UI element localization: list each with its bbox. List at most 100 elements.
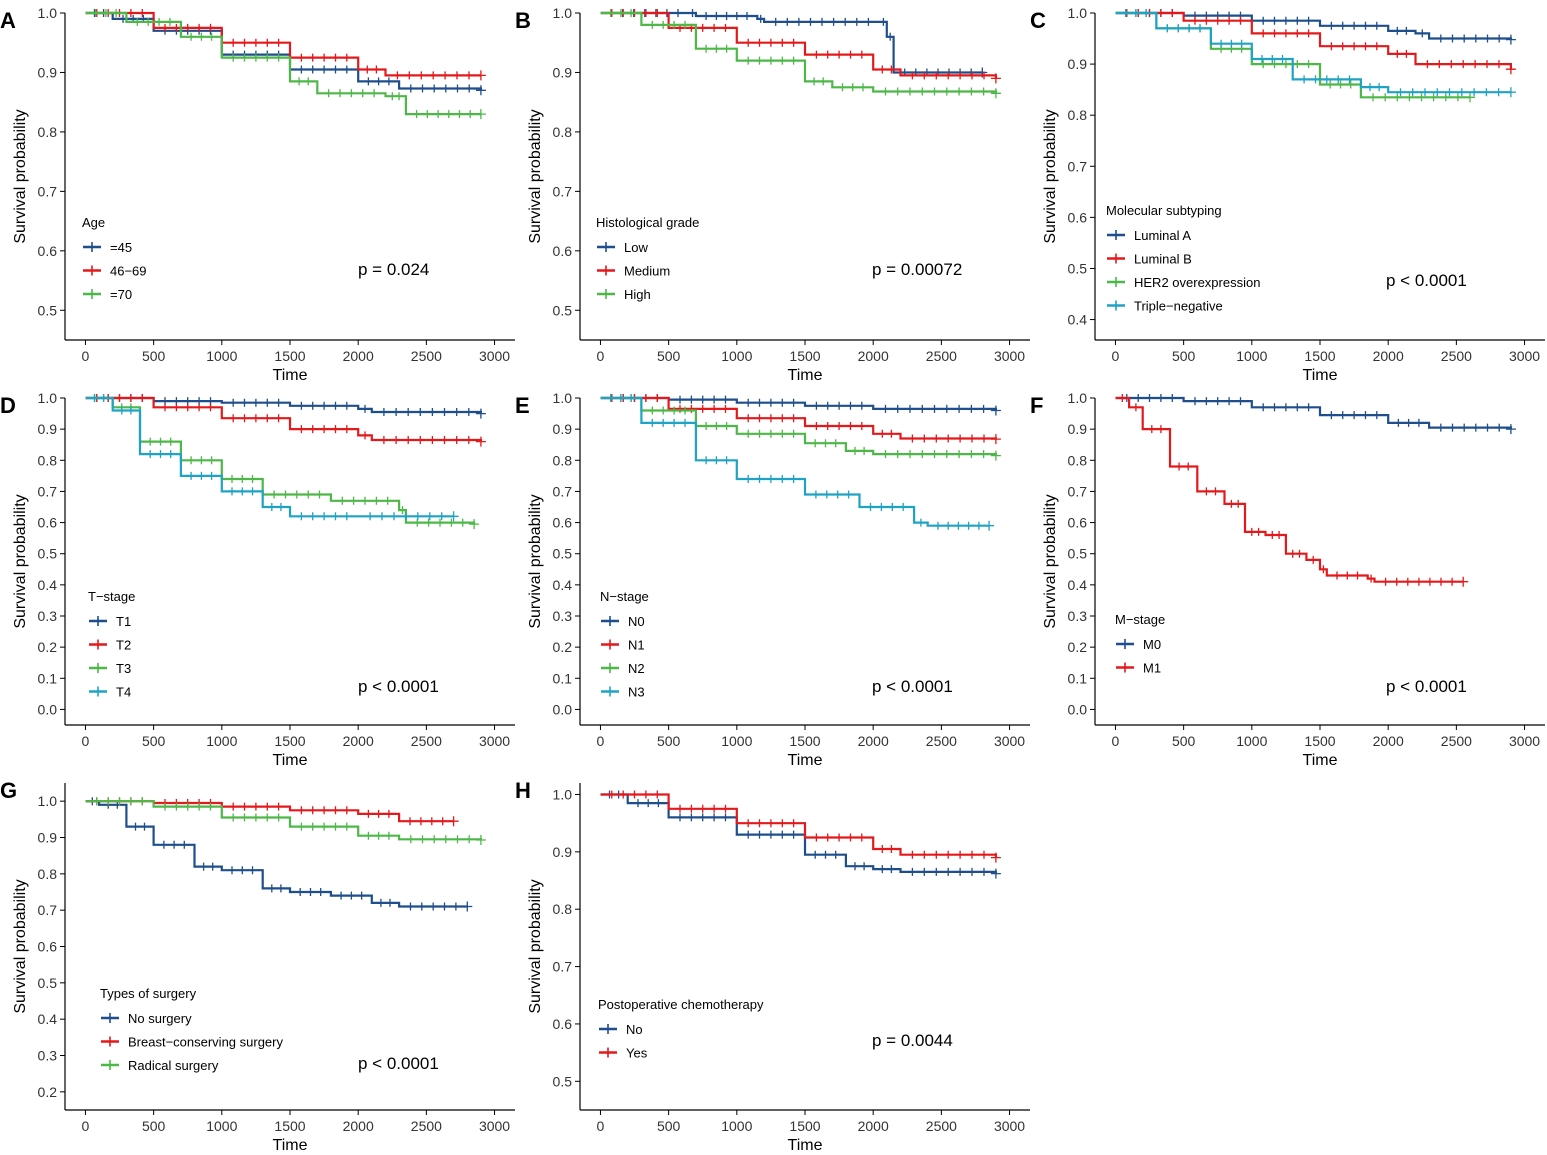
legend: Molecular subtyping Luminal A Luminal B HER… [1106,203,1260,314]
y-tick-label: 0.7 [1068,158,1088,174]
y-axis-title: Survival probability [12,109,29,243]
y-tick-label: 1.0 [38,793,58,809]
panel-h: 0.5 0.6 0.7 0.8 0.9 1.0 0 500 1000 1500 2000 2500 30… [515,778,1030,1154]
survival-curve-3 [1115,11,1470,99]
x-axis-title: Time [788,367,823,384]
censor-marks-3 [95,9,486,120]
survival-curve-3 [600,11,997,94]
survival-curve-3 [85,396,476,525]
legend-title: Molecular subtyping [1106,203,1222,218]
y-tick-label: 1.0 [1068,5,1088,21]
x-axis-title: Time [1303,752,1338,769]
x-tick-label: 1500 [274,733,305,749]
y-tick-label: 0.8 [38,866,58,882]
y-tick-label: 0.2 [553,639,573,655]
legend-item-label: Yes [626,1046,648,1061]
y-tick-label: 0.9 [1068,56,1088,72]
legend-item-label: =70 [110,287,132,302]
x-tick-label: 1500 [789,348,820,364]
y-tick-label: 0.9 [553,844,573,860]
y-tick-label: 0.9 [1068,421,1088,437]
panel-letter: B [515,8,531,33]
x-tick-label: 1000 [206,1118,237,1134]
y-tick-label: 0.3 [38,1048,58,1064]
legend: T−stage T1 T2 T3 T4 [88,589,135,700]
x-tick-label: 500 [142,733,166,749]
y-tick-label: 0.0 [38,701,58,717]
legend-item-label: No [626,1022,643,1037]
legend-item-label: N2 [628,661,645,676]
survival-curve-2 [85,11,481,77]
censor-marks-3 [96,797,486,845]
y-tick-label: 0.7 [38,183,58,199]
y-tick-label: 0.1 [553,670,573,686]
y-tick-label: 0.5 [38,546,58,562]
y-tick-label: 0.7 [553,183,573,199]
survival-curve-1 [1115,11,1512,40]
legend-item-label: Low [624,240,648,255]
survival-curve-1 [600,396,997,411]
y-axis-title: Survival probability [12,879,29,1013]
x-tick-label: 0 [1112,733,1120,749]
x-tick-label: 2000 [343,348,374,364]
y-tick-label: 0.3 [553,608,573,624]
x-tick-label: 2000 [858,1118,889,1134]
x-tick-label: 1500 [1304,733,1335,749]
y-tick-label: 0.7 [38,902,58,918]
x-tick-label: 3000 [1509,348,1540,364]
survival-curve-4 [1115,11,1511,94]
censor-marks-1 [91,797,473,912]
x-tick-label: 2000 [1373,733,1404,749]
y-tick-label: 0.4 [553,577,573,593]
y-axis-title: Survival probability [527,109,544,243]
y-tick-label: 1.0 [1068,390,1088,406]
x-tick-label: 1000 [1236,733,1267,749]
legend-item-label: No surgery [128,1011,192,1026]
y-tick-label: 0.7 [553,483,573,499]
y-tick-label: 0.6 [38,939,58,955]
p-value-annotation: p = 0.024 [358,260,429,279]
x-axis-title: Time [788,752,823,769]
x-tick-label: 0 [597,1118,605,1134]
legend-title: Types of surgery [100,986,197,1001]
x-tick-label: 1500 [274,1118,305,1134]
x-axis-title: Time [1303,367,1338,384]
y-tick-label: 0.5 [1068,546,1088,562]
survival-curve-2 [1115,396,1464,583]
survival-curve-2 [600,396,997,440]
panel-letter: D [0,393,16,418]
y-tick-label: 0.6 [1068,515,1088,531]
panel-d: 0.0 0.1 0.2 0.3 0.4 0.5 0.6 0.7 0.8 0.9 1.0 0 500 100… [0,390,515,769]
x-tick-label: 3000 [1509,733,1540,749]
x-tick-label: 0 [82,733,90,749]
p-value-annotation: p < 0.0001 [358,677,439,696]
legend-title: Age [82,215,105,230]
censor-marks-4 [93,394,459,522]
x-tick-label: 3000 [479,1118,510,1134]
x-axis-title: Time [273,752,308,769]
legend: Histological grade Low Medium High [596,215,699,302]
survival-curve-2 [600,11,997,79]
x-tick-label: 2000 [343,733,374,749]
y-tick-label: 0.5 [553,302,573,318]
legend-title: T−stage [88,589,135,604]
survival-curve-1 [1115,396,1512,430]
p-value-annotation: p < 0.0001 [1386,271,1467,290]
survival-curve-1 [85,396,482,414]
x-tick-label: 1000 [721,1118,752,1134]
legend-item-label: T2 [116,638,131,653]
panel-letter: F [1030,393,1043,418]
legend-item-label: Luminal A [1134,228,1191,243]
panel-letter: E [515,393,530,418]
x-tick-label: 1000 [721,733,752,749]
y-tick-label: 0.5 [1068,260,1088,276]
censor-marks-4 [1125,9,1516,98]
legend-item-label: Radical surgery [128,1058,219,1073]
p-value-annotation: p < 0.0001 [872,677,953,696]
panel-letter: G [0,778,17,803]
x-axis-title: Time [788,1137,823,1154]
y-tick-label: 0.5 [38,302,58,318]
y-tick-label: 1.0 [38,5,58,21]
y-tick-label: 0.3 [1068,608,1088,624]
